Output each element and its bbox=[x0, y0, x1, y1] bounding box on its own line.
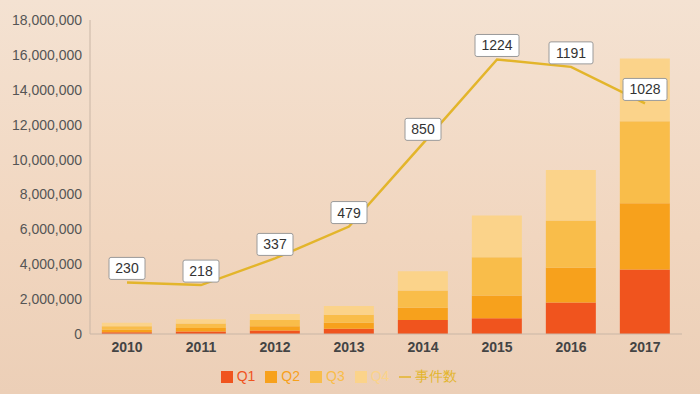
svg-text:18,000,000: 18,000,000 bbox=[12, 12, 82, 28]
svg-text:337: 337 bbox=[263, 236, 287, 252]
svg-text:230: 230 bbox=[115, 260, 139, 276]
svg-text:850: 850 bbox=[411, 121, 435, 137]
svg-text:218: 218 bbox=[189, 263, 213, 279]
svg-text:14,000,000: 14,000,000 bbox=[12, 82, 82, 98]
html-text:Q4: Q4 bbox=[370, 368, 390, 384]
svg-text:8,000,000: 8,000,000 bbox=[20, 186, 82, 202]
svg-text:2012: 2012 bbox=[259, 339, 290, 355]
svg-text:6,000,000: 6,000,000 bbox=[20, 221, 82, 237]
svg-text:2011: 2011 bbox=[186, 339, 217, 355]
html-text:Q2: Q2 bbox=[281, 368, 300, 384]
svg-text:4,000,000: 4,000,000 bbox=[20, 256, 82, 272]
html-text:Q3: Q3 bbox=[326, 368, 345, 384]
svg-text:1028: 1028 bbox=[629, 81, 660, 97]
svg-text:2017: 2017 bbox=[629, 339, 660, 355]
svg-text:12,000,000: 12,000,000 bbox=[12, 117, 82, 133]
html-text:Q1: Q1 bbox=[236, 368, 256, 384]
svg-text:2,000,000: 2,000,000 bbox=[20, 291, 82, 307]
svg-text:2016: 2016 bbox=[555, 339, 586, 355]
svg-text:2010: 2010 bbox=[111, 339, 142, 355]
svg-text:10,000,000: 10,000,000 bbox=[12, 152, 82, 168]
svg-text:0: 0 bbox=[74, 326, 82, 342]
svg-text:16,000,000: 16,000,000 bbox=[12, 47, 82, 63]
svg-text:1224: 1224 bbox=[481, 37, 512, 53]
svg-text:2015: 2015 bbox=[481, 339, 512, 355]
html-text:事件数: 事件数 bbox=[415, 368, 458, 384]
svg-text:2014: 2014 bbox=[407, 339, 438, 355]
svg-text:1191: 1191 bbox=[556, 45, 586, 61]
svg-text:2013: 2013 bbox=[333, 339, 364, 355]
svg-text:479: 479 bbox=[337, 205, 361, 221]
